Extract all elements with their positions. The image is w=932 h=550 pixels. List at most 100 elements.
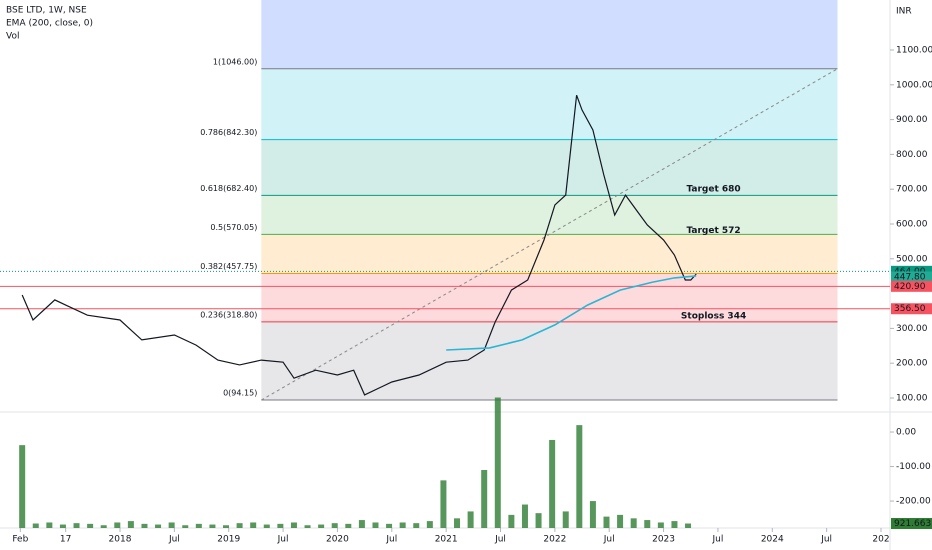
annotation: Target 680 (686, 185, 740, 195)
fib-zone (261, 321, 838, 401)
annotation: Target 572 (686, 226, 740, 236)
volume-bar (644, 520, 651, 528)
volume-bar (87, 523, 94, 528)
volume-bar (46, 522, 53, 528)
volume-bar (168, 522, 175, 528)
currency-label: INR (896, 7, 912, 17)
volume-bar (358, 520, 365, 528)
volume-bar (589, 501, 596, 528)
volume-bar (440, 480, 447, 528)
volume-bar (685, 523, 692, 528)
volume-bar (521, 504, 528, 528)
fib-label: 0.5(570.05) (210, 223, 257, 232)
fib-zone (261, 195, 838, 235)
volume-bar (562, 511, 569, 528)
fib-trend-line (261, 68, 838, 401)
volume-bar (100, 525, 107, 528)
volume-bar (209, 524, 216, 528)
volume-tag (891, 518, 932, 530)
y-tick-label: 1000.00 (896, 80, 932, 90)
volume-bar (263, 524, 270, 528)
volume-bar (467, 511, 474, 528)
x-tick-label: Feb (12, 535, 28, 545)
volume-bar (331, 523, 338, 528)
x-tick-label: 2018 (109, 535, 132, 545)
indicator-label: EMA (200, close, 0) (6, 19, 93, 29)
volume-tick-label: 0.00 (896, 428, 916, 438)
volume-bar (290, 522, 297, 528)
y-tick-label: 1100.00 (896, 46, 932, 56)
volume-bar (318, 524, 325, 528)
volume-bar (182, 525, 189, 528)
volume-tag-label: 921.663K (894, 519, 932, 529)
y-tick-label: 700.00 (896, 185, 928, 195)
volume-bar (141, 523, 148, 528)
indicator-label: Vol (6, 32, 19, 42)
volume-bar (657, 522, 664, 528)
price-tag (891, 280, 932, 292)
fib-zone (261, 68, 838, 140)
x-tick-label: Jul (603, 535, 615, 545)
fib-label: 0.236(318.80) (200, 310, 257, 319)
x-tick-label: Jul (277, 535, 289, 545)
volume-bar (195, 523, 202, 528)
x-tick-label: Jul (385, 535, 397, 545)
x-tick-label: 2020 (326, 535, 349, 545)
fib-zone (261, 273, 838, 322)
volume-bar (73, 523, 80, 528)
fib-label: 1(1046.00) (213, 57, 257, 66)
volume-bar (223, 525, 230, 528)
volume-bar (494, 397, 501, 528)
volume-bar (617, 514, 624, 528)
volume-bar (236, 523, 243, 528)
volume-bar (603, 516, 610, 528)
x-tick-label: 2023 (652, 535, 675, 545)
fib-zone (261, 234, 838, 274)
volume-tick-label: -200.00 (896, 497, 931, 507)
y-tick-label: 100.00 (896, 394, 928, 404)
volume-bar (426, 521, 433, 528)
fib-zone (261, 0, 838, 69)
annotation: Stoploss 344 (681, 312, 746, 322)
x-tick-label: 2019 (217, 535, 240, 545)
volume-bar (454, 518, 461, 528)
volume-bar (481, 470, 488, 528)
fib-label: 0.618(682.40) (200, 184, 257, 193)
fib-label: 0.786(842.30) (200, 128, 257, 137)
x-tick-label: Jul (820, 535, 832, 545)
volume-bar (399, 522, 406, 528)
volume-bar (127, 521, 134, 528)
volume-bar (576, 425, 583, 528)
y-tick-label: 500.00 (896, 254, 928, 264)
volume-bar (549, 439, 556, 528)
x-tick-label: Jul (712, 535, 724, 545)
fib-label: 0(94.15) (223, 389, 257, 398)
volume-bar (413, 523, 420, 528)
volume-bar (345, 523, 352, 528)
volume-bar (630, 518, 637, 528)
fib-label: 0.382(457.75) (200, 262, 257, 271)
ema-line (446, 275, 697, 351)
volume-bar (304, 525, 311, 528)
volume-bar (114, 522, 121, 528)
fib-zone (261, 139, 838, 196)
price-tag (891, 303, 932, 315)
volume-bar (155, 524, 162, 528)
volume-bar (277, 523, 284, 528)
y-tick-label: 300.00 (896, 324, 928, 334)
y-tick-label: 900.00 (896, 115, 928, 125)
volume-bar (386, 523, 393, 528)
y-tick-label: 800.00 (896, 150, 928, 160)
volume-bar (19, 445, 26, 528)
price-tag-label: 356.50 (894, 304, 926, 314)
y-tick-label: 200.00 (896, 359, 928, 369)
volume-bar (535, 513, 542, 528)
volume-tick-label: -100.00 (896, 462, 931, 472)
volume-bar (372, 522, 379, 528)
volume-bar (508, 514, 515, 528)
x-tick-label: 17 (60, 535, 71, 545)
price-tag-label: 420.90 (894, 282, 926, 292)
x-tick-label: 2024 (761, 535, 784, 545)
